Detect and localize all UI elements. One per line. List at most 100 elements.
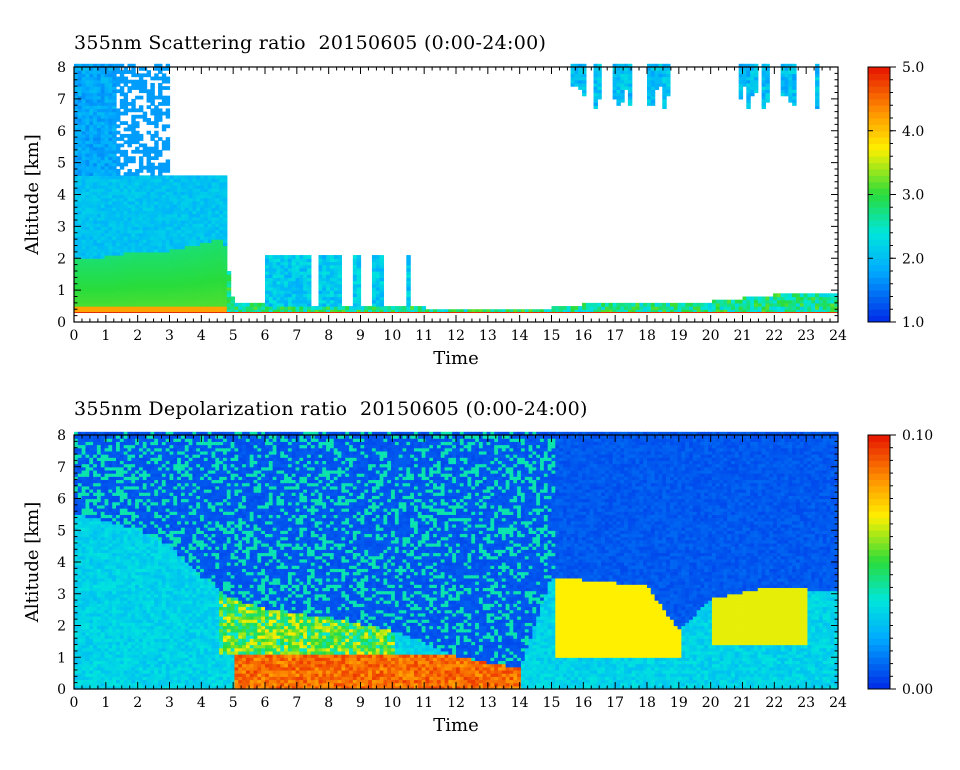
heatmap-cell (116, 635, 121, 639)
heatmap-cell (100, 596, 106, 601)
heatmap-cell (100, 682, 106, 687)
heatmap-cell (104, 539, 109, 544)
heatmap-cell (116, 587, 121, 592)
heatmap-cell (119, 492, 125, 496)
heatmap-cell (108, 628, 113, 633)
heatmap-cell (85, 495, 90, 500)
heatmap-cell (100, 587, 106, 592)
heatmap-cell (89, 555, 94, 560)
heatmap-cell (104, 514, 109, 519)
heatmap-cell (74, 644, 79, 649)
heatmap-cell (112, 574, 117, 579)
heatmap-cell (81, 447, 87, 452)
heatmap-cell (104, 447, 109, 452)
heatmap-cell (93, 527, 98, 531)
heatmap-cell (89, 482, 94, 487)
heatmap-cell (104, 587, 109, 592)
heatmap-cell (112, 447, 117, 452)
heatmap-cell (116, 546, 121, 550)
heatmap-cell (108, 625, 113, 630)
heatmap-cell (96, 438, 102, 442)
heatmap-cell (96, 469, 102, 474)
chart-title: 355nm Depolarization ratio 20150605 (0:0… (74, 398, 588, 420)
heatmap-cell (116, 498, 121, 503)
heatmap-cell (93, 514, 98, 519)
heatmap-cell (116, 584, 121, 588)
heatmap-cell (116, 679, 121, 684)
heatmap-cell (112, 666, 117, 671)
heatmap-cell (85, 593, 90, 598)
heatmap-cell (89, 488, 94, 493)
heatmap-cell (119, 673, 125, 677)
heatmap-cell (96, 663, 102, 668)
heatmap-cell (116, 501, 121, 506)
heatmap-cell (89, 584, 94, 588)
heatmap-cell (89, 565, 94, 569)
heatmap-cell (116, 514, 121, 519)
heatmap-cell (104, 635, 109, 639)
heatmap-cell (89, 615, 94, 620)
heatmap-cell (100, 463, 106, 468)
heatmap-cell (77, 460, 83, 465)
heatmap-cell (104, 625, 109, 630)
heatmap-cell (85, 469, 90, 474)
heatmap-cell (93, 654, 98, 658)
heatmap-cell (112, 546, 117, 550)
heatmap-cell (74, 593, 79, 598)
heatmap-cell (100, 533, 106, 538)
heatmap-cell (119, 523, 125, 528)
heatmap-cell (96, 457, 102, 461)
heatmap-cell (119, 542, 125, 547)
heatmap-cell (89, 457, 94, 461)
heatmap-cell (119, 517, 125, 522)
heatmap-cell (93, 666, 98, 671)
heatmap-cell (96, 482, 102, 487)
heatmap-cell (116, 565, 121, 569)
heatmap-cell (74, 539, 79, 544)
heatmap-cell (104, 552, 109, 557)
heatmap-cell (96, 508, 102, 512)
heatmap-cell (85, 660, 90, 665)
heatmap-cell (112, 473, 117, 477)
heatmap-cell (89, 431, 94, 436)
heatmap-cell (119, 565, 125, 569)
heatmap-cell (85, 565, 90, 569)
heatmap-cell (96, 466, 102, 471)
heatmap-cell (123, 638, 129, 642)
heatmap-cell (104, 495, 109, 500)
heatmap-cell (108, 457, 113, 461)
heatmap-cell (112, 501, 117, 506)
heatmap-cell (89, 571, 94, 576)
heatmap-cell (74, 581, 79, 585)
heatmap-cell (93, 663, 98, 668)
heatmap-cell (81, 619, 87, 623)
heatmap-cell (116, 631, 121, 636)
heatmap-cell (112, 654, 117, 658)
heatmap-cell (123, 663, 129, 668)
heatmap-cell (96, 638, 102, 642)
heatmap-cell (85, 536, 90, 541)
heatmap-cell (100, 606, 106, 611)
heatmap-cell (108, 463, 113, 468)
heatmap-cell (81, 463, 87, 468)
heatmap-cell (100, 498, 106, 503)
heatmap-cell (108, 511, 113, 515)
heatmap-cell (96, 533, 102, 538)
heatmap-cell (104, 473, 109, 477)
heatmap-cell (119, 435, 125, 439)
heatmap-cell (100, 492, 106, 496)
heatmap-cell (100, 514, 106, 519)
heatmap-cell (93, 657, 98, 662)
heatmap-cell (104, 679, 109, 684)
heatmap-cell (100, 584, 106, 588)
heatmap-cell (119, 431, 125, 436)
heatmap-cell (108, 536, 113, 541)
heatmap-cell (100, 568, 106, 573)
heatmap-cell (77, 508, 83, 512)
heatmap-cell (100, 581, 106, 585)
heatmap-cell (119, 498, 125, 503)
heatmap-cell (93, 549, 98, 554)
heatmap-cell (89, 435, 94, 439)
heatmap-cell (116, 523, 121, 528)
heatmap-cell (100, 590, 106, 595)
